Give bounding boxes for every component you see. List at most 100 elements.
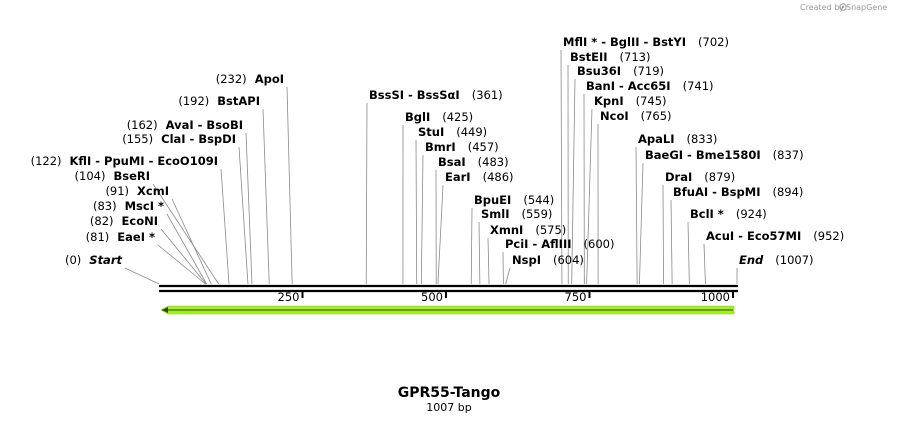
site-label-xmni[interactable]: XmnI (575): [490, 223, 566, 237]
site-name: EarI: [445, 170, 471, 184]
site-line-bsssi: [365, 102, 368, 285]
site-label-baegi[interactable]: BaeGI - Bme1580I (837): [645, 148, 804, 162]
site-line-xmni: [487, 237, 490, 285]
site-name: MflI * - BglII - BstYI: [563, 35, 686, 49]
site-name: End: [739, 253, 764, 267]
snapgene-logo-icon: [839, 3, 847, 11]
site-label-apali[interactable]: ApaLI (833): [638, 132, 717, 146]
site-label-bstapi[interactable]: (192) BstAPI: [178, 94, 260, 108]
site-label-bfuai[interactable]: BfuAI - BspMI (894): [673, 185, 803, 199]
site-position: (82): [90, 214, 114, 228]
site-name: BanI - Acc65I: [586, 79, 671, 93]
site-name: AcuI - Eco57MI: [706, 229, 801, 243]
site-label-stui[interactable]: StuI (449): [418, 125, 487, 139]
site-name: BseRI: [113, 169, 150, 183]
site-label-bani[interactable]: BanI - Acc65I (741): [586, 79, 714, 93]
site-name: BstEII: [570, 50, 608, 64]
site-name: Start: [89, 253, 122, 267]
site-name: XmnI: [490, 223, 523, 237]
site-line-apoi: [286, 86, 293, 285]
site-line-econi: [160, 228, 207, 285]
site-label-bpuei[interactable]: BpuEI (544): [474, 193, 554, 207]
site-label-ncoi[interactable]: NcoI (765): [600, 109, 672, 123]
site-line-stui: [415, 139, 418, 285]
site-label-avai[interactable]: (162) AvaI - BsoBI: [127, 118, 243, 132]
site-label-xcmi[interactable]: (91) XcmI: [105, 184, 169, 198]
site-label-nspi[interactable]: NspI (604): [512, 253, 584, 267]
site-label-eari[interactable]: EarI (486): [445, 170, 514, 184]
site-position: (91): [105, 184, 129, 198]
site-label-end[interactable]: End (1007): [739, 253, 814, 267]
tick-label-250: 250: [278, 290, 300, 304]
site-position: (81): [86, 230, 110, 244]
site-line-drai: [662, 184, 664, 285]
site-name: PciI - AflIII: [505, 237, 572, 251]
site-line-kfli: [220, 168, 230, 285]
site-label-pcii[interactable]: PciI - AflIII (600): [505, 237, 614, 251]
tick-label-500: 500: [421, 290, 443, 304]
feature-arrow[interactable]: [160, 305, 735, 315]
site-label-bgli[interactable]: BglI (425): [405, 110, 473, 124]
site-name: NcoI: [600, 109, 629, 123]
site-line-bsu36i: [571, 78, 576, 285]
site-name: NspI: [512, 253, 541, 267]
site-position: (924): [736, 207, 767, 221]
site-name: BaeGI - Bme1580I: [645, 148, 761, 162]
site-position: (0): [65, 253, 81, 267]
site-position: (361): [472, 88, 503, 102]
site-name: BstAPI: [217, 94, 260, 108]
site-label-msci[interactable]: (83) MscI *: [93, 199, 164, 213]
site-label-clai[interactable]: (155) ClaI - BspDI: [122, 132, 236, 146]
ruler-ticks: 250 500 750 1000: [278, 290, 734, 304]
site-position: (425): [442, 110, 473, 124]
site-name: ClaI - BspDI: [161, 132, 236, 146]
site-line-clai: [238, 146, 249, 285]
site-label-acui[interactable]: AcuI - Eco57MI (952): [706, 229, 844, 243]
site-line-bfuai: [670, 199, 673, 285]
dna-backbone: [159, 284, 738, 293]
site-position: (575): [535, 223, 566, 237]
site-label-kfli[interactable]: (122) KflI - PpuMI - EcoO109I: [31, 154, 218, 168]
site-position: (192): [178, 94, 209, 108]
site-label-bsteii[interactable]: BstEII (713): [570, 50, 650, 64]
site-label-econi[interactable]: (82) EcoNI: [90, 214, 158, 228]
site-label-apoi[interactable]: (232) ApoI: [216, 72, 284, 86]
site-line-xcmi: [171, 198, 212, 285]
site-position: (600): [584, 237, 615, 251]
site-label-eaei[interactable]: (81) EaeI *: [86, 230, 155, 244]
site-position: (449): [456, 125, 487, 139]
site-name: StuI: [418, 125, 444, 139]
feature-arrowhead-icon: [162, 307, 168, 313]
site-label-smli[interactable]: SmlI (559): [481, 207, 552, 221]
site-label-kpni[interactable]: KpnI (745): [594, 94, 667, 108]
site-line-mfli: [560, 49, 563, 285]
site-position: (457): [468, 140, 499, 154]
site-name: BsaI: [438, 155, 466, 169]
site-label-bsu36i[interactable]: Bsu36I (719): [577, 64, 664, 78]
site-label-bmri[interactable]: BmrI (457): [425, 140, 499, 154]
site-label-bsai[interactable]: BsaI (483): [438, 155, 509, 169]
site-name: BglI: [405, 110, 430, 124]
site-label-bcli[interactable]: BclI * (924): [690, 207, 767, 221]
site-name: BmrI: [425, 140, 456, 154]
site-label-drai[interactable]: DraI (879): [665, 170, 735, 184]
site-label-mfli[interactable]: MflI * - BglII - BstYI (702): [563, 35, 729, 49]
site-label-bsssi[interactable]: BssSI - BssSαI (361): [369, 88, 503, 102]
site-name: ApaLI: [638, 132, 675, 146]
site-position: (745): [636, 94, 667, 108]
site-position: (104): [75, 169, 106, 183]
site-name: MscI *: [125, 199, 164, 213]
site-position: (741): [683, 79, 714, 93]
site-line-eaei: [157, 244, 206, 285]
site-label-bseri[interactable]: (104) BseRI: [75, 169, 150, 183]
site-line-kpni: [586, 108, 593, 285]
site-position: (155): [122, 132, 153, 146]
site-position: (952): [813, 229, 844, 243]
site-line-apali: [635, 146, 638, 285]
site-position: (894): [772, 185, 803, 199]
site-name: BssSI - BssSαI: [369, 88, 460, 102]
sequence-length: 1007 bp: [426, 401, 471, 414]
site-line-nspi: [505, 267, 511, 285]
site-position: (483): [478, 155, 509, 169]
site-label-start[interactable]: (0) Start: [65, 253, 123, 267]
